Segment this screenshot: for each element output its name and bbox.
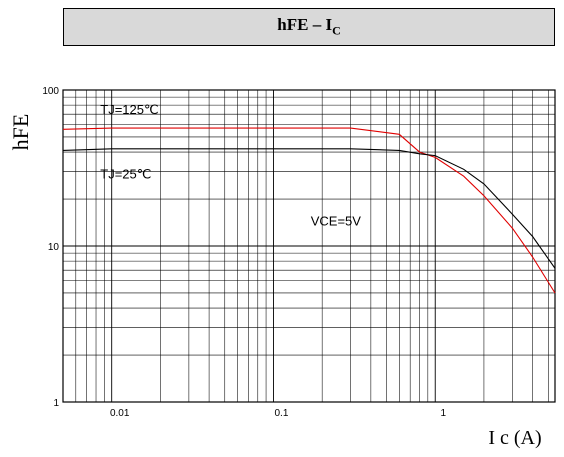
y-axis-label: hFE <box>8 114 33 151</box>
series-line-tj25 <box>62 148 556 269</box>
chart-title-box: hFE – IC <box>63 8 555 46</box>
chart-grid <box>63 90 555 402</box>
x-tick-label: 1 <box>440 408 446 419</box>
chart-series <box>62 127 556 294</box>
chart-annotation: TJ=25℃ <box>100 167 151 182</box>
chart-annotation: VCE=5V <box>311 214 362 229</box>
x-tick-label: 0.01 <box>110 408 130 419</box>
x-axis-label: I c (A) <box>488 427 541 449</box>
chart-ticks: 0.01 0.1 1 1 10 100 <box>42 86 446 419</box>
chart-annotation: TJ=125℃ <box>100 102 158 117</box>
x-tick-label: 0.1 <box>275 408 289 419</box>
series-line-tj125 <box>62 127 556 294</box>
y-tick-label: 100 <box>42 86 59 97</box>
chart-title: hFE – IC <box>277 15 341 38</box>
y-tick-label: 1 <box>53 398 59 409</box>
y-tick-label: 10 <box>48 242 60 253</box>
plot-frame <box>62 89 556 403</box>
chart-annotations: TJ=125℃ TJ=25℃ VCE=5V <box>100 102 361 229</box>
